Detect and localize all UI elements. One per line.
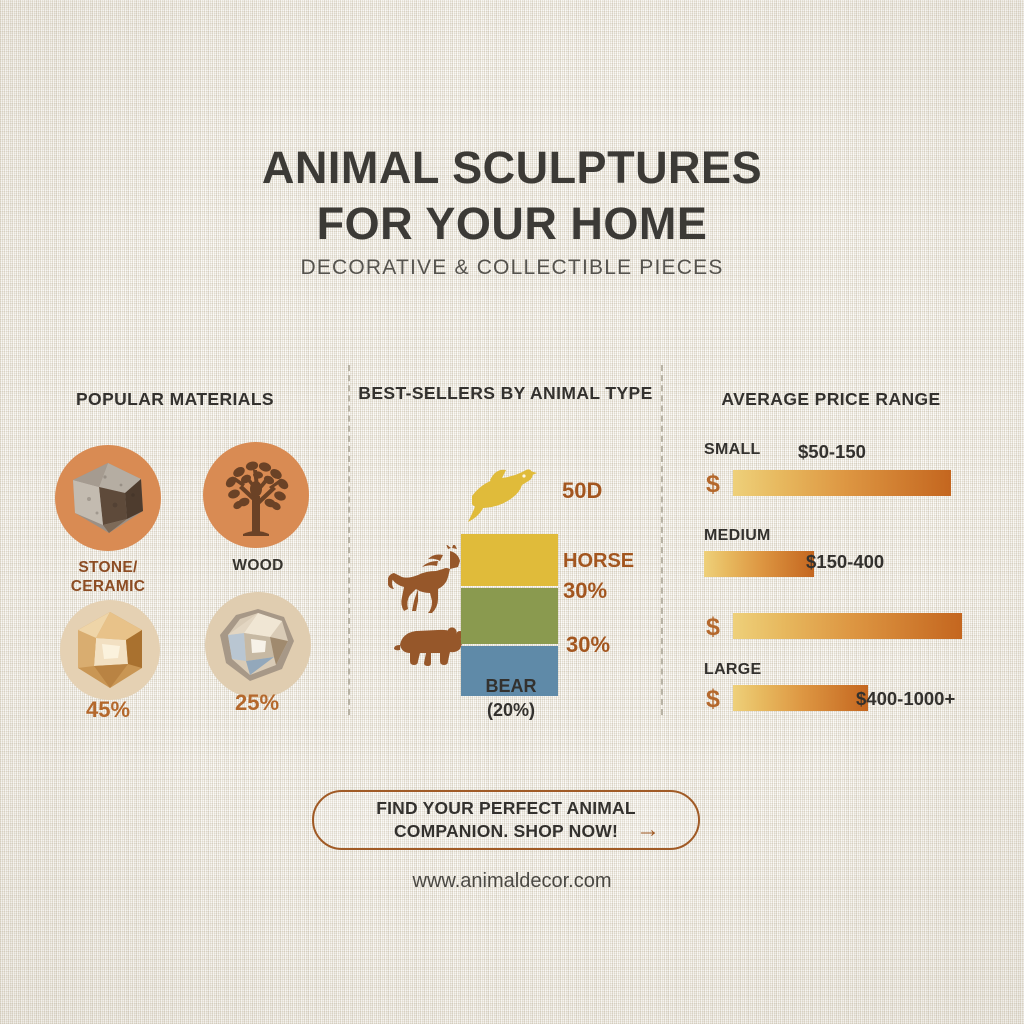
material-label-wood: WOOD (232, 557, 284, 574)
page-title-line-2: FOR YOUR HOME (316, 198, 708, 249)
cta-button[interactable]: FIND YOUR PERFECT ANIMAL COMPANION. SHOP… (312, 790, 700, 850)
cta-line-2: COMPANION. SHOP NOW! (393, 821, 619, 841)
horse-icon (388, 545, 460, 613)
section-heading-materials: POPULAR MATERIALS (75, 389, 274, 409)
material-circle-wood (203, 442, 309, 548)
crystal-gem-icon (220, 609, 294, 681)
footer-website-url[interactable]: www.animaldecor.com (412, 870, 612, 892)
material-circle-crystal-gem (205, 592, 311, 698)
seller-bar-bear (461, 646, 558, 696)
column-divider-left (348, 365, 350, 715)
price-tier-value-medium: $150-400 (806, 551, 885, 572)
seller-value-horse: 30% (563, 578, 608, 603)
seller-value-dove: 50D (562, 478, 603, 503)
seller-caption-bear: BEAR (20%) (452, 674, 570, 722)
price-tier-value-large: $400-1000+ (856, 688, 956, 709)
column-divider-right (661, 365, 663, 715)
dollar-sign-icon-medium-secondary: $ (706, 613, 720, 641)
tree-icon (225, 461, 289, 536)
stone-rock-icon (73, 463, 143, 533)
section-heading-price-range: AVERAGE PRICE RANGE (721, 389, 941, 409)
material-circle-amber-gem (60, 600, 160, 700)
price-bar-medium (704, 551, 814, 577)
material-label-stone: STONE/CERAMIC (70, 559, 146, 595)
price-bar-small (733, 470, 951, 496)
dollar-sign-icon-large: $ (706, 685, 720, 713)
price-bar-medium-secondary (733, 613, 962, 639)
price-tier-label-small: SMALL (704, 441, 761, 458)
bear-icon (394, 627, 464, 666)
amber-gem-icon (78, 612, 142, 688)
seller-value-bear: 30% (566, 632, 611, 657)
seller-label-horse: HORSE (563, 550, 635, 572)
material-percent-right: 25% (234, 690, 280, 715)
dollar-sign-icon-small: $ (706, 470, 720, 498)
material-percent-left: 45% (85, 697, 131, 722)
seller-bar-horse (461, 588, 558, 644)
price-bar-large (733, 685, 868, 711)
arrow-right-icon[interactable]: → (636, 816, 660, 843)
price-tier-value-small: $50-150 (798, 441, 866, 462)
seller-caption-bear-line1: BEAR (485, 676, 537, 696)
seller-caption-bear-line2: (20%) (486, 700, 535, 720)
page-subtitle: DECORATIVE & COLLECTIBLE PIECES (300, 256, 724, 279)
price-tier-label-large: LARGE (704, 661, 762, 678)
price-tier-label-medium: MEDIUM (704, 527, 771, 544)
material-circle-stone (55, 445, 161, 551)
cta-line-1: FIND YOUR PERFECT ANIMAL (376, 798, 636, 818)
section-heading-best-sellers: BEST-SELLERS BY ANIMAL TYPE (358, 383, 653, 403)
seller-bar-dove (461, 534, 558, 586)
cta-button-label: FIND YOUR PERFECT ANIMAL COMPANION. SHOP… (376, 797, 636, 843)
page-title-line-1: ANIMAL SCULPTURES (261, 142, 763, 193)
dove-icon (468, 469, 537, 522)
